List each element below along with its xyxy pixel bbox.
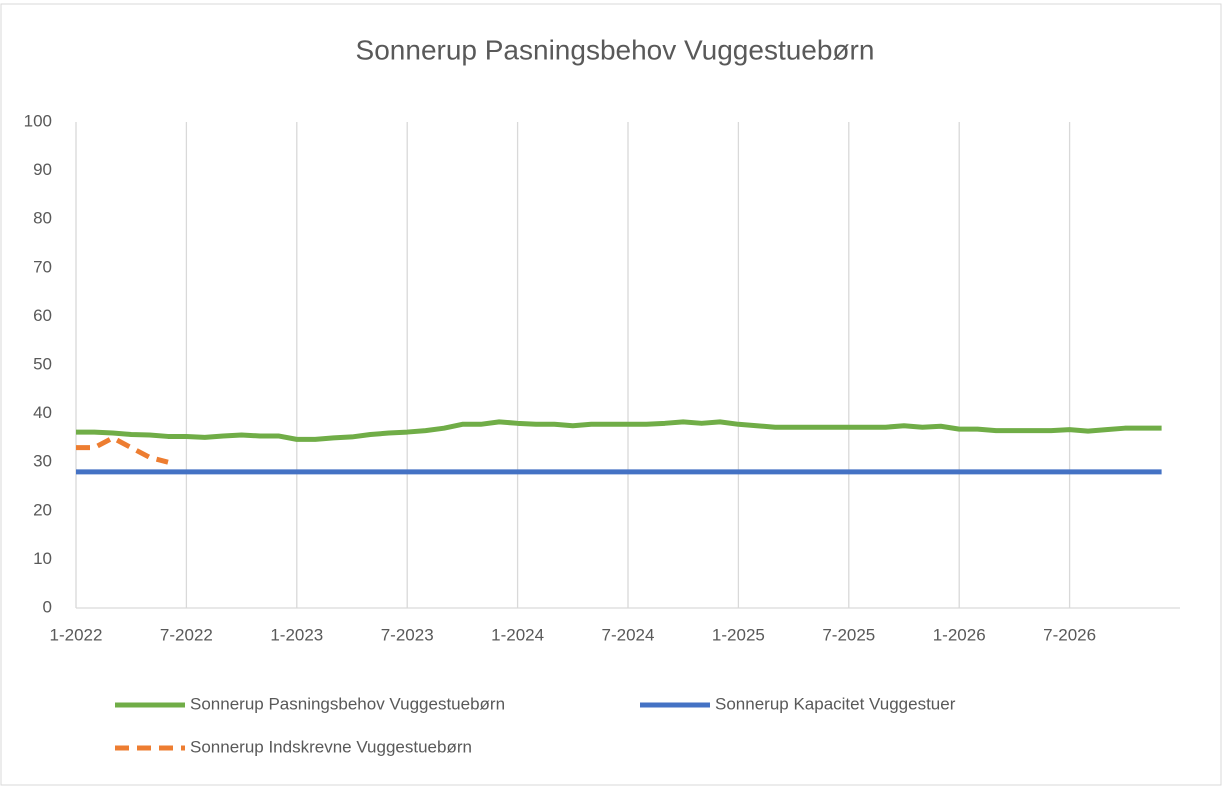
chart-title: Sonnerup Pasningsbehov Vuggestuebørn [356, 34, 875, 65]
legend-label: Sonnerup Indskrevne Vuggestuebørn [190, 737, 472, 756]
y-tick-label: 20 [33, 500, 52, 519]
y-tick-label: 80 [33, 209, 52, 228]
chart-frame [0, 3, 1222, 786]
y-tick-label: 60 [33, 306, 52, 325]
y-tick-label: 40 [33, 403, 52, 422]
y-tick-label: 30 [33, 452, 52, 471]
x-tick-label: 7-2026 [1043, 625, 1096, 644]
legend-label: Sonnerup Kapacitet Vuggestuer [715, 694, 956, 713]
x-tick-label: 7-2023 [381, 625, 434, 644]
x-tick-label: 1-2022 [50, 625, 103, 644]
series-line [76, 419, 1162, 442]
legend-label: Sonnerup Pasningsbehov Vuggestuebørn [190, 694, 505, 713]
y-tick-label: 90 [33, 160, 52, 179]
y-tick-label: 100 [24, 111, 52, 130]
x-tick-label: 1-2026 [933, 625, 986, 644]
x-tick-label: 1-2024 [491, 625, 544, 644]
y-tick-label: 70 [33, 257, 52, 276]
series-line [76, 435, 169, 465]
x-tick-label: 1-2025 [712, 625, 765, 644]
x-tick-label: 7-2025 [822, 625, 875, 644]
y-tick-label: 10 [33, 549, 52, 568]
x-tick-label: 7-2022 [160, 625, 213, 644]
y-tick-label: 0 [43, 597, 52, 616]
x-tick-label: 7-2024 [602, 625, 655, 644]
y-tick-label: 50 [33, 354, 52, 373]
x-tick-label: 1-2023 [270, 625, 323, 644]
